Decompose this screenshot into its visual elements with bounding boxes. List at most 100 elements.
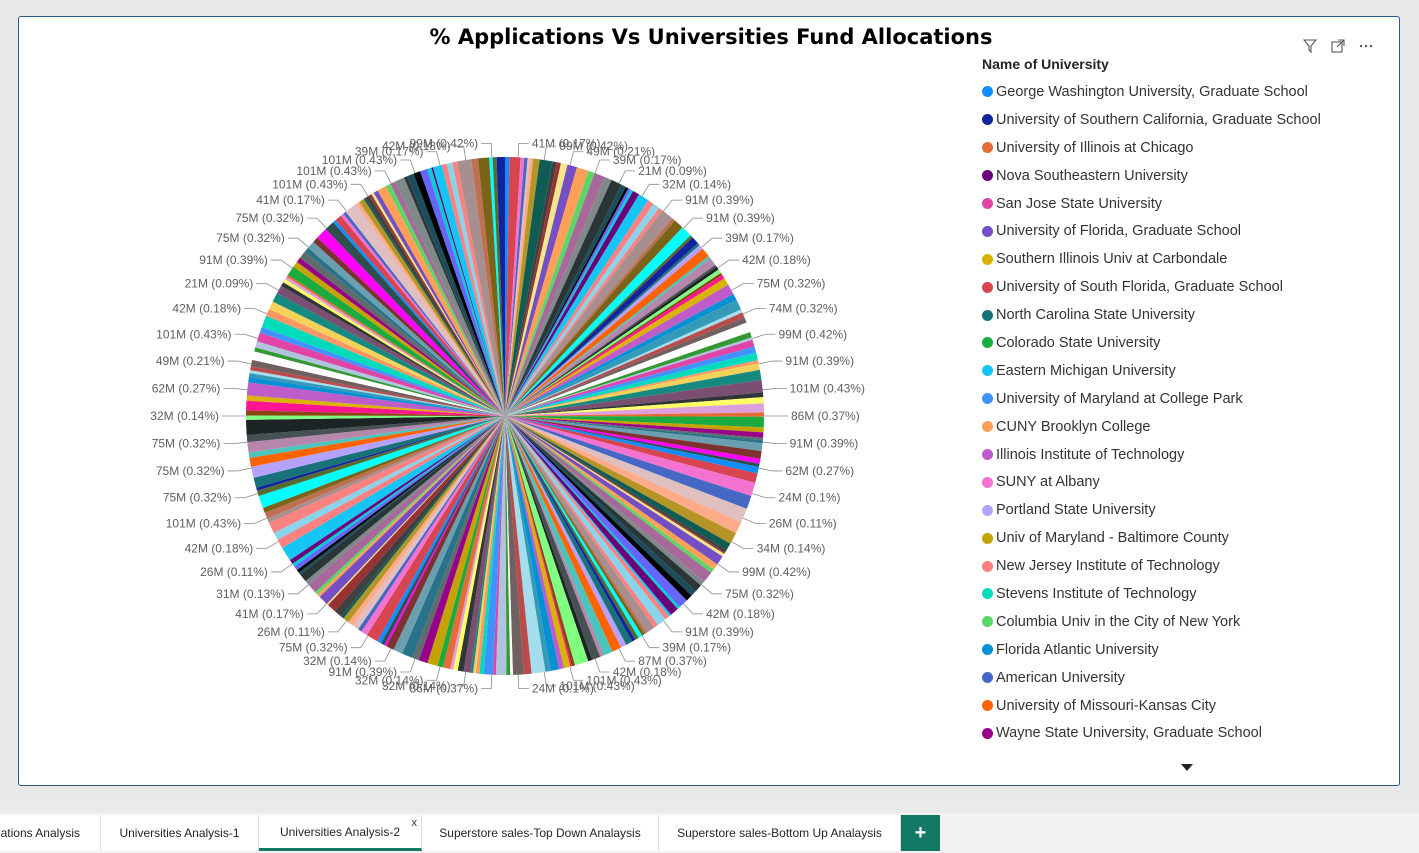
pie-slice[interactable]	[505, 416, 622, 652]
pie-slice[interactable]	[299, 251, 505, 416]
pie-slice[interactable]	[505, 322, 751, 416]
pie-slice[interactable]	[285, 276, 505, 416]
legend-item[interactable]: University of Florida, Graduate School	[982, 217, 1342, 245]
legend-item[interactable]: Illinois Institute of Technology	[982, 441, 1342, 469]
pie-slice[interactable]	[442, 416, 505, 670]
pie-slice[interactable]	[505, 416, 589, 666]
pie-chart-visual[interactable]: 41M (0.17%) 99M (0.42%) 49M (0.21%) 39M (0.…	[18, 16, 1400, 786]
pie-slice[interactable]	[505, 416, 696, 596]
pie-slice[interactable]	[272, 293, 505, 416]
pie-slice[interactable]	[492, 416, 505, 675]
pie-slice[interactable]	[343, 416, 505, 623]
pie-slice[interactable]	[258, 416, 505, 508]
pie-slice[interactable]	[505, 416, 627, 648]
pie-slice[interactable]	[317, 229, 505, 416]
pie-slice[interactable]	[505, 416, 532, 675]
pie-slice[interactable]	[505, 416, 604, 657]
pie-slice[interactable]	[505, 416, 747, 523]
pie-slice[interactable]	[248, 373, 506, 416]
close-tab-icon[interactable]: x	[411, 817, 418, 829]
pie-slice[interactable]	[505, 416, 613, 656]
pie-slice[interactable]	[252, 351, 505, 416]
pie-slice[interactable]	[505, 163, 568, 416]
pie-slice[interactable]	[489, 157, 505, 417]
pie-slice[interactable]	[246, 410, 505, 416]
pie-slice[interactable]	[505, 403, 764, 416]
pie-slice[interactable]	[505, 203, 660, 416]
pie-slice[interactable]	[505, 237, 698, 416]
pie-slice[interactable]	[505, 157, 521, 416]
pie-slice[interactable]	[505, 416, 666, 626]
pie-slice[interactable]	[343, 211, 505, 416]
pie-slice[interactable]	[505, 210, 673, 416]
pie-slice[interactable]	[463, 416, 505, 673]
pie-slice[interactable]	[266, 309, 505, 416]
pie-slice[interactable]	[505, 416, 726, 554]
pie-slice[interactable]	[249, 416, 505, 467]
pie-slice[interactable]	[305, 416, 505, 585]
legend-item[interactable]: Portland State University	[982, 496, 1342, 524]
pie-slice[interactable]	[446, 162, 505, 416]
pie-slice[interactable]	[505, 159, 553, 416]
pie-slice[interactable]	[246, 395, 505, 416]
pie-slice[interactable]	[505, 158, 534, 416]
pie-slice[interactable]	[395, 177, 505, 416]
legend-item[interactable]: Southern Illinois Univ at Carbondale	[982, 245, 1342, 273]
pie-slice[interactable]	[505, 190, 640, 416]
pie-slice[interactable]	[505, 416, 560, 671]
pie-slice[interactable]	[505, 269, 721, 416]
pie-slice[interactable]	[287, 266, 505, 416]
pie-slice[interactable]	[269, 301, 505, 416]
pie-slice[interactable]	[505, 416, 680, 609]
pie-slice[interactable]	[505, 416, 718, 570]
pie-slice[interactable]	[327, 416, 505, 612]
pie-slice[interactable]	[366, 416, 505, 642]
pie-slice[interactable]	[313, 237, 505, 416]
pie-slice[interactable]	[505, 157, 530, 416]
pie-slice[interactable]	[505, 416, 648, 635]
pie-slice[interactable]	[505, 416, 756, 497]
pie-slice[interactable]	[505, 220, 683, 416]
pie-slice[interactable]	[505, 412, 764, 417]
pie-slice[interactable]	[505, 299, 742, 416]
pie-slice[interactable]	[296, 257, 505, 416]
pie-slice[interactable]	[393, 416, 505, 654]
pie-slice[interactable]	[246, 416, 505, 443]
legend-item[interactable]: Eastern Michigan University	[982, 357, 1342, 385]
pie-slice[interactable]	[505, 332, 752, 416]
pie-slice[interactable]	[418, 416, 505, 664]
legend-item[interactable]: SUNY at Albany	[982, 468, 1342, 496]
pie-slice[interactable]	[505, 179, 622, 416]
legend-item[interactable]: Florida Atlantic University	[982, 636, 1342, 664]
legend-item[interactable]: University of Maryland at College Park	[982, 385, 1342, 413]
pie-slice[interactable]	[505, 379, 763, 416]
pie-slice[interactable]	[505, 284, 734, 416]
pie-slice[interactable]	[505, 416, 764, 428]
pie-slice[interactable]	[505, 416, 639, 640]
pie-slice[interactable]	[505, 416, 763, 444]
pie-slice[interactable]	[505, 167, 589, 416]
pie-slice[interactable]	[505, 235, 693, 416]
pie-slice[interactable]	[505, 416, 571, 669]
pie-slice[interactable]	[477, 157, 505, 416]
pie-slice[interactable]	[471, 158, 505, 416]
pie-slice[interactable]	[420, 168, 505, 416]
pie-slice[interactable]	[505, 170, 595, 416]
pie-slice[interactable]	[369, 194, 505, 416]
pie-slice[interactable]	[505, 173, 605, 416]
pie-slice[interactable]	[250, 366, 505, 416]
tab-superstore-top-down[interactable]: Superstore sales-Top Down Analaysis	[422, 815, 659, 851]
pie-slice[interactable]	[479, 416, 505, 675]
pie-slice[interactable]	[505, 416, 551, 672]
pie-slice[interactable]	[359, 198, 505, 416]
pie-slice[interactable]	[253, 416, 505, 488]
pie-slice[interactable]	[384, 416, 505, 647]
pie-slice[interactable]	[505, 416, 513, 675]
legend-item[interactable]: University of Southern California, Gradu…	[982, 106, 1342, 134]
pie-slice[interactable]	[505, 416, 678, 615]
pie-slice[interactable]	[505, 416, 572, 667]
pie-slice[interactable]	[505, 416, 658, 628]
pie-slice[interactable]	[505, 416, 687, 608]
pie-slice[interactable]	[505, 416, 511, 675]
pie-slice[interactable]	[505, 194, 649, 416]
